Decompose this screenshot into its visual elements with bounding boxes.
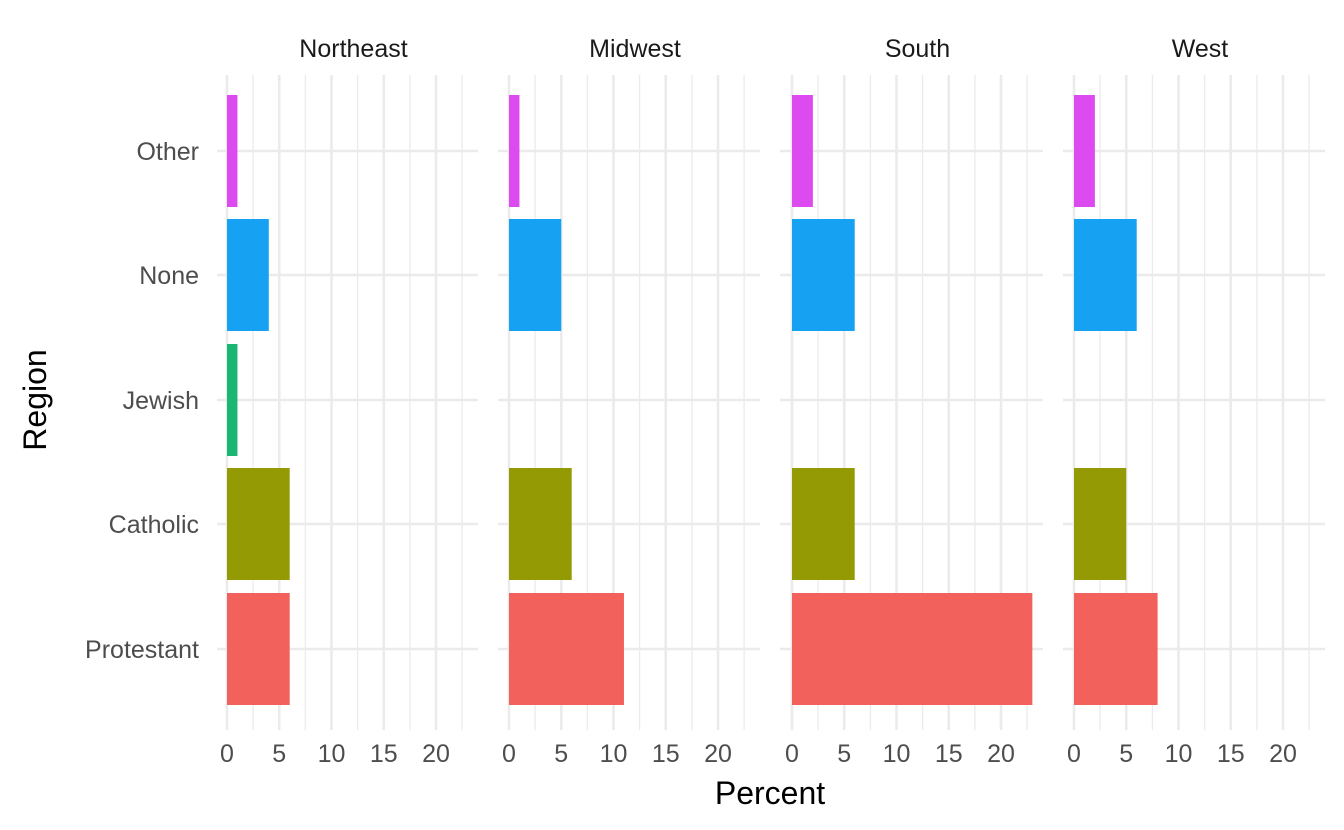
x-tick-label: 20	[987, 740, 1015, 768]
x-tick-label: 10	[318, 740, 346, 768]
facet-title: South	[885, 35, 950, 63]
x-tick-label: 5	[272, 740, 286, 768]
x-tick-label: 10	[600, 740, 628, 768]
bar-northeast-none	[227, 219, 269, 331]
x-tick-label: 20	[704, 740, 732, 768]
facet-title: Midwest	[589, 35, 681, 63]
bar-west-none	[1074, 219, 1137, 331]
x-tick-label: 5	[1119, 740, 1133, 768]
bar-west-other	[1074, 95, 1095, 207]
bar-midwest-protestant	[509, 593, 624, 705]
bar-northeast-other	[227, 95, 238, 207]
x-tick-label: 10	[883, 740, 911, 768]
y-tick-label: Protestant	[85, 636, 199, 664]
bar-west-catholic	[1074, 468, 1127, 580]
bar-south-other	[792, 95, 813, 207]
x-tick-label: 5	[554, 740, 568, 768]
bar-west-protestant	[1074, 593, 1158, 705]
y-axis-title: Region	[17, 349, 53, 450]
x-tick-label: 10	[1165, 740, 1193, 768]
x-tick-label: 0	[1067, 740, 1081, 768]
y-tick-label: Other	[136, 138, 199, 166]
bar-south-none	[792, 219, 855, 331]
x-tick-label: 15	[935, 740, 963, 768]
x-tick-label: 15	[370, 740, 398, 768]
bar-northeast-catholic	[227, 468, 290, 580]
facet-title: Northeast	[299, 35, 407, 63]
x-tick-label: 0	[502, 740, 516, 768]
bar-midwest-catholic	[509, 468, 572, 580]
facet-title: West	[1172, 35, 1229, 63]
label-layer: Northeast 0 5 10 15 20 Midwest 0 5 10 15 20 South 0 5 1…	[85, 35, 1297, 768]
x-tick-label: 20	[1269, 740, 1297, 768]
y-tick-label: None	[139, 262, 199, 290]
bar-midwest-none	[509, 219, 562, 331]
bar-south-protestant	[792, 593, 1033, 705]
x-tick-label: 0	[785, 740, 799, 768]
bar-south-catholic	[792, 468, 855, 580]
x-tick-label: 5	[837, 740, 851, 768]
bar-layer	[227, 95, 1158, 705]
x-tick-label: 15	[652, 740, 680, 768]
y-tick-label: Catholic	[109, 511, 199, 539]
x-tick-label: 20	[422, 740, 450, 768]
y-tick-label: Jewish	[123, 387, 199, 415]
x-axis-title: Percent	[715, 775, 825, 811]
bar-northeast-protestant	[227, 593, 290, 705]
x-tick-label: 15	[1217, 740, 1245, 768]
grid-layer	[217, 75, 1325, 730]
bar-midwest-other	[509, 95, 520, 207]
bar-northeast-jewish	[227, 344, 238, 456]
x-tick-label: 0	[220, 740, 234, 768]
